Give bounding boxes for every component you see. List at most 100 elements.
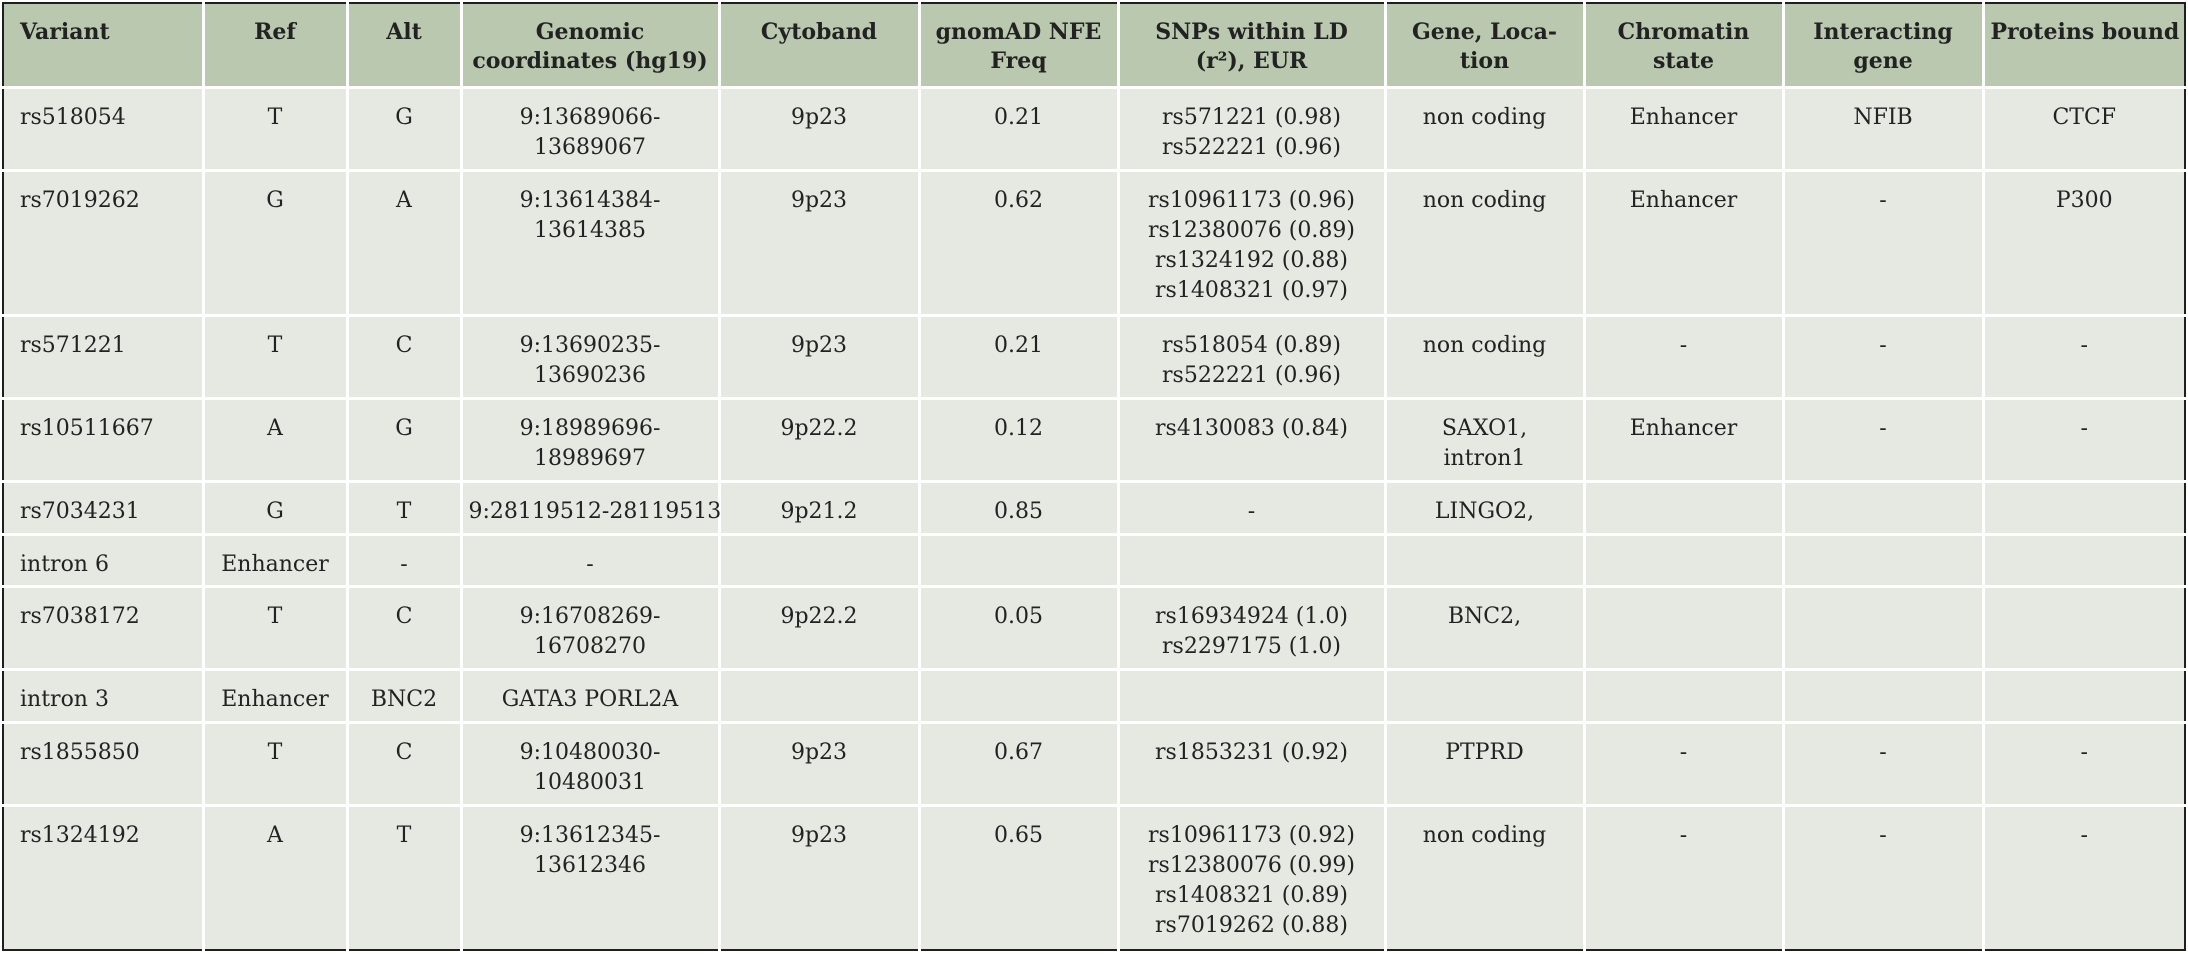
cell-text: rs2297175 (1.0) [1162, 634, 1341, 660]
cell-text: T [267, 604, 283, 630]
cell-interacting-gene: - [1781, 804, 1985, 950]
cell-alt: - [345, 532, 463, 589]
cell-proteins-bound [1981, 585, 2185, 672]
column-header-interacting-gene: Interacting gene [1781, 3, 1985, 89]
cell-text: rs518054 [20, 104, 126, 130]
cell-ref: Enhancer [201, 668, 349, 724]
cell-chromatin-state: Enhancer [1582, 396, 1785, 484]
cell-text: 0.65 [994, 823, 1043, 849]
header-text: Alt [386, 19, 422, 45]
cell-cytoband [717, 532, 921, 589]
cell-cytoband: 9p23 [717, 804, 921, 950]
column-header-ref: Ref [201, 3, 349, 89]
cell-text: rs1408321 (0.97) [1155, 277, 1348, 303]
column-header-alt: Alt [345, 3, 463, 89]
header-text: Gene, Loca- [1411, 19, 1558, 45]
cell-gnomad-nfe-freq: 0.21 [917, 85, 1120, 172]
header-text: Interacting [1813, 19, 1953, 45]
cell-text: - [2080, 823, 2088, 849]
cell-text: A [267, 415, 283, 441]
cell-text: rs571221 (0.98) [1162, 104, 1341, 130]
cell-snps-within-ld: rs571221 (0.98) rs522221 (0.96) [1116, 85, 1387, 172]
cell-text: - [1879, 823, 1887, 849]
cell-text: rs7038172 [20, 604, 140, 630]
cell-text: G [395, 415, 413, 441]
cell-text: rs12380076 (0.99) [1148, 853, 1355, 879]
cell-text: non coding [1422, 823, 1547, 849]
cell-text: intron 6 [20, 551, 109, 577]
header-text: coordinates (hg19) [472, 48, 708, 74]
cell-variant: rs518054 [3, 85, 205, 172]
cell-text: 13614385 [534, 217, 646, 243]
column-header-cytoband: Cytoband [717, 3, 921, 89]
cell-genomic-coordinates: 9:16708269- 16708270 [459, 585, 721, 672]
cell-gnomad-nfe-freq: 0.12 [917, 396, 1120, 484]
cell-proteins-bound [1981, 480, 2185, 536]
cell-gene-location: non coding [1383, 804, 1586, 950]
cell-proteins-bound: P300 [1981, 168, 2185, 317]
cell-text: SAXO1, [1441, 415, 1528, 441]
cell-ref: T [201, 313, 349, 400]
cell-gnomad-nfe-freq: 0.85 [917, 480, 1120, 536]
cell-gnomad-nfe-freq: 0.21 [917, 313, 1120, 400]
header-text: Ref [254, 19, 296, 45]
cell-text: T [267, 332, 283, 358]
cell-text: rs1324192 (0.88) [1155, 247, 1348, 273]
cell-text: rs4130083 (0.84) [1155, 415, 1348, 441]
cell-genomic-coordinates: GATA3 PORL2A [459, 668, 721, 724]
cell-text: G [266, 499, 284, 525]
header-text: tion [1459, 48, 1510, 74]
cell-interacting-gene: - [1781, 168, 1985, 317]
cell-genomic-coordinates: 9:13690235- 13690236 [459, 313, 721, 400]
cell-text: 9:13612345- [519, 823, 661, 849]
cell-genomic-coordinates: - [459, 532, 721, 589]
cell-variant: rs10511667 [3, 396, 205, 484]
cell-text: Enhancer [221, 551, 329, 577]
cell-gene-location: PTPRD [1383, 720, 1586, 808]
column-header-snps-within-ld: SNPs within LD (r²), EUR [1116, 3, 1387, 89]
cell-text: 9:13690235- [519, 332, 661, 358]
table-row: rs518054 T G 9:13689066- 13689067 9p23 0.21 rs5… [3, 85, 2185, 172]
cell-text: 9:16708269- [519, 604, 661, 630]
header-text: Variant [20, 19, 110, 45]
cell-genomic-coordinates: 9:13689066- 13689067 [459, 85, 721, 172]
cell-text: 0.21 [994, 104, 1043, 130]
cell-text: rs12380076 (0.89) [1148, 217, 1355, 243]
cell-gene-location [1383, 532, 1586, 589]
cell-text: T [267, 104, 283, 130]
cell-alt: BNC2 [345, 668, 463, 724]
cell-text: - [2080, 415, 2088, 441]
cell-alt: G [345, 396, 463, 484]
cell-proteins-bound: - [1981, 396, 2185, 484]
cell-text: G [395, 104, 413, 130]
cell-text: 0.12 [994, 415, 1043, 441]
cell-text: 9:18989696- [519, 415, 661, 441]
cell-genomic-coordinates: 9:13612345- 13612346 [459, 804, 721, 950]
cell-text: rs522221 (0.96) [1162, 362, 1341, 388]
cell-alt: C [345, 585, 463, 672]
cell-gene-location [1383, 668, 1586, 724]
cell-chromatin-state: - [1582, 804, 1785, 950]
cell-interacting-gene [1781, 480, 1985, 536]
cell-text: 9p23 [790, 823, 848, 849]
cell-text: 0.85 [994, 499, 1043, 525]
cell-text: T [396, 823, 412, 849]
header-row: Variant Ref Alt Genomic coordinates (hg19) Cy… [3, 3, 2185, 89]
cell-text: rs7019262 [20, 187, 140, 213]
cell-text: 9:10480030- [519, 739, 661, 765]
cell-text: 9p23 [790, 739, 848, 765]
cell-text: rs1324192 [20, 823, 140, 849]
cell-text: GATA3 PORL2A [501, 687, 679, 713]
cell-cytoband: 9p23 [717, 720, 921, 808]
cell-text: T [267, 739, 283, 765]
cell-alt: G [345, 85, 463, 172]
cell-variant: rs7019262 [3, 168, 205, 317]
cell-ref: G [201, 480, 349, 536]
cell-gnomad-nfe-freq [917, 668, 1120, 724]
cell-snps-within-ld: rs10961173 (0.92) rs12380076 (0.99) rs1408… [1116, 804, 1387, 950]
cell-text: rs10511667 [20, 415, 154, 441]
table-row: rs10511667 A G 9:18989696- 18989697 9p22.2 0.1… [3, 396, 2185, 484]
cell-snps-within-ld: rs16934924 (1.0) rs2297175 (1.0) [1116, 585, 1387, 672]
table-header: Variant Ref Alt Genomic coordinates (hg19) Cy… [3, 3, 2185, 89]
